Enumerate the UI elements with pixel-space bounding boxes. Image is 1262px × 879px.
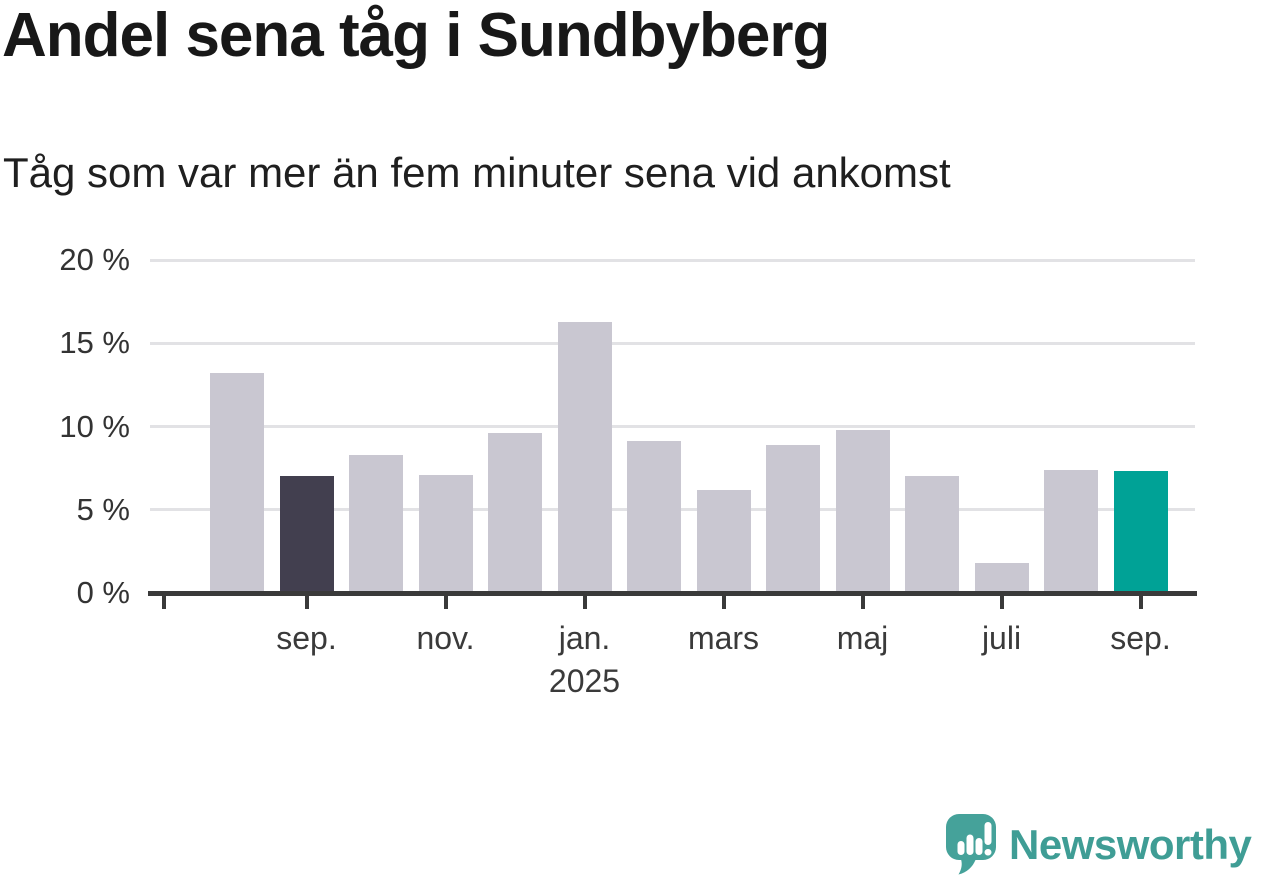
x-tick-label: jan. [558, 620, 611, 656]
chart-subtitle: Tåg som var mer än fem minuter sena vid … [3, 149, 951, 196]
bar [835, 429, 890, 593]
logo-bar-3 [975, 838, 983, 855]
page-title: Andel sena tåg i Sundbyberg [2, 1, 830, 70]
x-axis-origin-tick [162, 593, 166, 609]
bar [279, 476, 334, 593]
x-axis-tick [860, 593, 865, 609]
gridline [150, 425, 1195, 428]
x-tick-label: nov. [416, 620, 475, 656]
bar [210, 373, 264, 593]
bar [766, 444, 820, 593]
logo-exclamation-dot [984, 849, 992, 856]
y-tick-label: 20 % [59, 242, 130, 277]
x-tick-label: juli [981, 620, 1022, 656]
gridline [150, 258, 1195, 262]
x-axis-tick [721, 593, 726, 609]
x-tick-label: sep. [276, 620, 337, 656]
x-tick-label: sep. [1110, 620, 1171, 656]
logo-bar-2 [966, 834, 974, 855]
brand-footer: Newsworthy [946, 814, 1252, 875]
x-axis-tick [443, 593, 448, 609]
x-axis-tick [582, 593, 587, 609]
x-tick-label: maj [836, 620, 889, 656]
x-axis-tick [1138, 593, 1143, 609]
logo-exclamation-stem [984, 822, 992, 845]
bar [349, 454, 403, 593]
brand-name: Newsworthy [1009, 820, 1252, 868]
newsworthy-logo-icon [946, 814, 996, 875]
y-tick-label: 0 % [76, 575, 130, 610]
bar [974, 563, 1029, 593]
bar [696, 489, 751, 593]
x-axis-line [148, 590, 1197, 596]
bar [905, 476, 959, 593]
bar [488, 433, 542, 593]
y-tick-label: 10 % [59, 408, 130, 444]
y-tick-label: 5 % [76, 491, 130, 527]
bar [557, 321, 612, 593]
bar [627, 441, 681, 593]
x-tick-year-label: 2025 [548, 663, 621, 699]
gridline [150, 341, 1195, 345]
x-tick-label: mars [687, 620, 760, 656]
x-axis-tick [304, 593, 309, 609]
x-axis-tick [999, 593, 1004, 609]
y-tick-label: 15 % [59, 325, 130, 361]
bar [418, 474, 473, 593]
logo-bar-1 [957, 841, 965, 855]
bar [1113, 471, 1168, 593]
bar [1044, 469, 1098, 593]
